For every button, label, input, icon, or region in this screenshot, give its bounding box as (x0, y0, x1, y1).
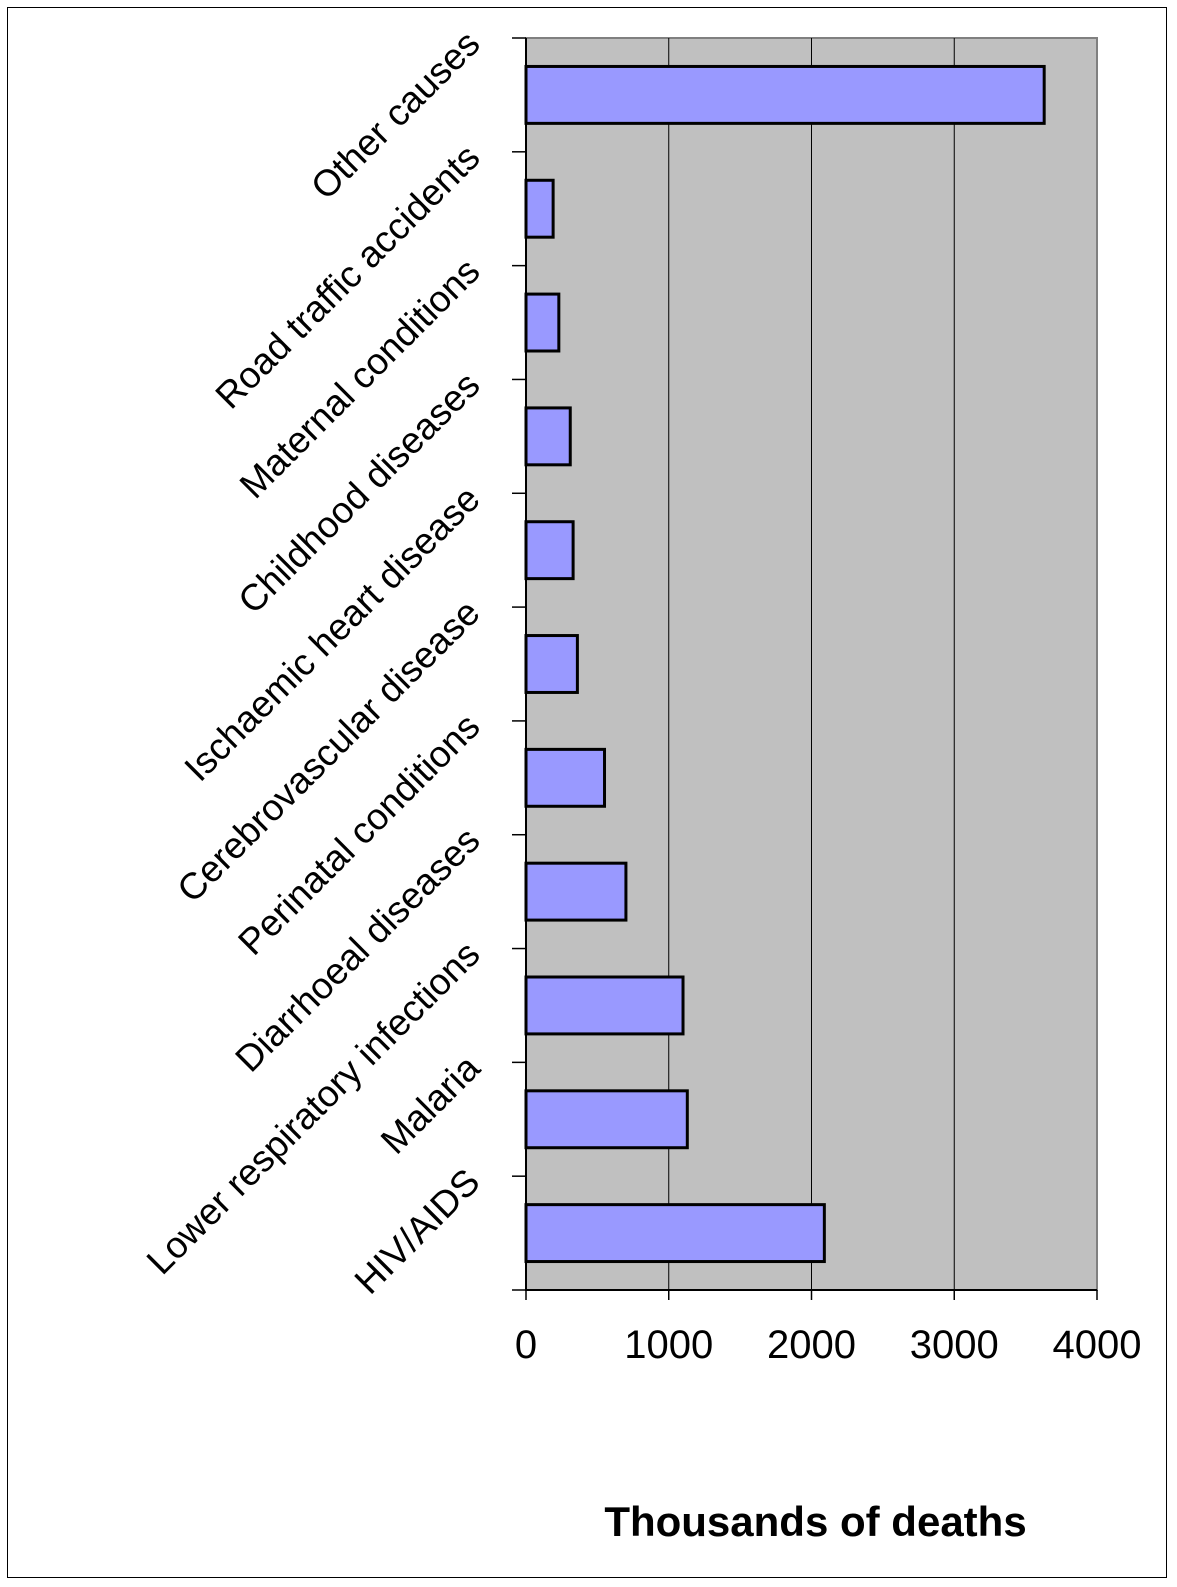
bar (524, 975, 685, 1036)
x-tick-label: 1000 (624, 1323, 713, 1367)
bar (524, 178, 555, 239)
x-tick-label: 3000 (910, 1323, 999, 1367)
gridlines (668, 38, 955, 1290)
bars (524, 64, 1046, 1264)
bar (524, 292, 561, 353)
x-tick-label: 2000 (767, 1323, 856, 1367)
bar (524, 1203, 826, 1264)
bar (524, 64, 1046, 125)
bar (524, 861, 628, 922)
bar (524, 1089, 689, 1150)
bar (524, 520, 575, 581)
axes (512, 37, 1098, 1300)
bar (524, 634, 579, 694)
category-label: HIV/AIDS (347, 1161, 488, 1302)
bar (524, 747, 607, 808)
x-tick-label: 0 (515, 1323, 537, 1367)
x-tick-label: 4000 (1053, 1323, 1142, 1367)
x-axis-title: Thousands of deaths (604, 1498, 1026, 1545)
category-label: Malaria (373, 1047, 488, 1162)
x-tick-labels: 0 1000 2000 3000 4000 (515, 1323, 1142, 1367)
bar (524, 406, 572, 467)
